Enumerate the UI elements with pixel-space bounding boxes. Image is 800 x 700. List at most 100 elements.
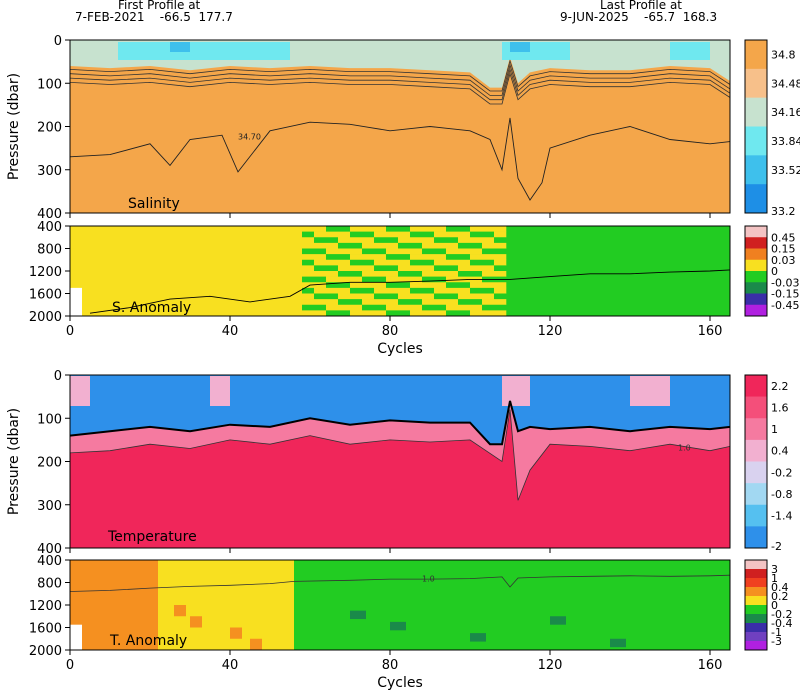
salinity-anomaly-mixed-cell [482,287,495,294]
temperature-warm-intrusion [502,376,530,406]
salinity-anomaly-mixed-cell [410,259,423,266]
temperature-anomaly-ytick-label: 800 [37,577,62,592]
temperature-anomaly-colorbar-swatch [745,605,767,615]
salinity-anomaly-mixed-cell [398,237,411,244]
salinity-anomaly-mixed-cell [398,226,411,232]
salinity-anomaly-mixed-cell [434,271,447,277]
salinity-anomaly-title: S. Anomaly [112,300,191,316]
salinity-anomaly-mixed-cell [386,254,399,261]
salinity-anomaly-mixed-cell [350,299,363,306]
last-profile-label: Last Profile at [600,0,682,12]
salinity-anomaly-mixed-cell [314,237,327,244]
temperature-colorbar-swatch [745,396,767,419]
salinity-anomaly-mixed-cell [374,287,387,294]
salinity-anomaly-mixed-cell [338,271,351,277]
salinity-ytick-label: 200 [37,121,62,136]
temperature-anomaly-colorbar-swatch [745,560,767,570]
salinity-anomaly-mixed-cell [434,265,447,272]
salinity-anomaly-mixed-cell [398,231,411,238]
salinity-anomaly-xtick-label: 80 [382,324,399,339]
salinity-anomaly-colorbar-label: 0.15 [771,243,796,256]
salinity-anomaly-mixed-cell [410,287,423,294]
salinity-anomaly-mixed-cell [326,287,339,294]
salinity-anomaly-mixed-cell [362,287,375,294]
salinity-anomaly-mixed-cell [482,259,495,266]
salinity-anomaly-mixed-cell [434,254,447,261]
salinity-anomaly-mixed-cell [434,310,447,317]
salinity-anomaly-mixed-cell [350,265,363,272]
salinity-ytick-label: 300 [37,164,62,179]
salinity-anomaly-mixed-cell [326,231,339,238]
salinity-anomaly-mixed-cell [326,276,339,283]
temperature-zero-contour [69,400,731,446]
temperature-anomaly-warm-region [70,560,158,650]
salinity-anomaly-mixed-cell [458,226,471,232]
salinity-anomaly-mixed-cell [362,259,375,266]
salinity-anomaly-mixed-cell [482,237,495,244]
salinity-anomaly-mixed-cell [470,226,483,232]
temperature-anomaly-patch [550,616,566,625]
salinity-anomaly-mixed-cell [386,237,399,244]
salinity-anomaly-colorbar-label: -0.03 [771,276,799,289]
temperature-anomaly-colorbar-swatch [745,623,767,633]
temperature-anomaly-ytick-label: 1600 [29,622,62,637]
salinity-anomaly-mixed-cell [350,304,363,311]
salinity-anomaly-mixed-cell [446,265,459,272]
salinity-anomaly-mixed-cell [350,254,363,261]
salinity-anomaly-mixed-cell [338,237,351,244]
salinity-anomaly-mixed-cell [398,248,411,255]
salinity-anomaly-mixed-cell [482,254,495,261]
salinity-anomaly-mixed-cell [494,299,507,306]
salinity-anomaly-mixed-cell [482,248,495,255]
salinity-anomaly-mixed-cell [326,282,339,289]
salinity-anomaly-mixed-cell [302,287,315,294]
temperature-anomaly-colorbar-label: 3 [771,563,778,576]
salinity-fresh-patch [210,42,290,60]
salinity-anomaly-mixed-cell [470,282,483,289]
salinity-anomaly-mixed-cell [470,299,483,306]
salinity-anomaly-mixed-cell [338,254,351,261]
temperature-colorbar-frame [744,374,768,549]
salinity-anomaly-mixed-cell [422,231,435,238]
salinity-anomaly-mixed-cell [350,226,363,232]
temperature-colorbar-swatch [745,439,767,462]
temperature-anomaly-ytick-label: 400 [37,554,62,569]
salinity-anomaly-mixed-cell [302,299,315,306]
temperature-colorbar-label: 1 [771,423,778,436]
salinity-anomaly-mixed-cell [302,242,315,249]
salinity-anomaly-mixed-cell [374,276,387,283]
salinity-colorbar-label: 33.2 [771,205,796,218]
salinity-anomaly-mixed-cell [314,254,327,261]
salinity-anomaly-ytick-label: 1600 [29,288,62,303]
temperature-anomaly-colorbar-label: 0.2 [771,590,789,603]
salinity-anomaly-mixed-cell [458,231,471,238]
salinity-anomaly-mixed-cell [374,254,387,261]
salinity-anomaly-mixed-cell [398,242,411,249]
salinity-anomaly-mixed-cell [422,310,435,317]
salinity-anomaly-mixed-cell [302,282,315,289]
salinity-colorbar-swatch [745,68,767,98]
salinity-anomaly-mixed-cell [374,293,387,300]
salinity-anomaly-mixed-cell [302,304,315,311]
temperature-anomaly-colorbar-label: -0.4 [771,617,792,630]
temperature-anomaly-field: 1.0 [69,560,731,650]
temperature-colorbar-swatch [745,375,767,397]
salinity-anomaly-mixed-cell [350,282,363,289]
temperature-anomaly-contour-label: 1.0 [422,574,435,583]
salinity-anomaly-mixed-cell [422,254,435,261]
salinity-halocline-line [69,67,731,101]
salinity-anomaly-mixed-cell [350,242,363,249]
salinity-anomaly-mixed-cell [326,293,339,300]
salinity-anomaly-mixed-cell [374,226,387,232]
salinity-anomaly-mixed-cell [338,304,351,311]
salinity-anomaly-mixed-cell [458,304,471,311]
salinity-anomaly-mixed-cell [446,310,459,317]
salinity-anomaly-mixed-cell [338,226,351,232]
salinity-anomaly-mixed-cell [362,299,375,306]
salinity-anomaly-mixed-cell [482,299,495,306]
salinity-ytick-label: 400 [37,207,62,222]
salinity-anomaly-mixed-cell [302,231,315,238]
salinity-anomaly-colorbar-frame [744,225,768,317]
salinity-anomaly-mixed-cell [410,276,423,283]
salinity-anomaly-mixed-cell [422,226,435,232]
